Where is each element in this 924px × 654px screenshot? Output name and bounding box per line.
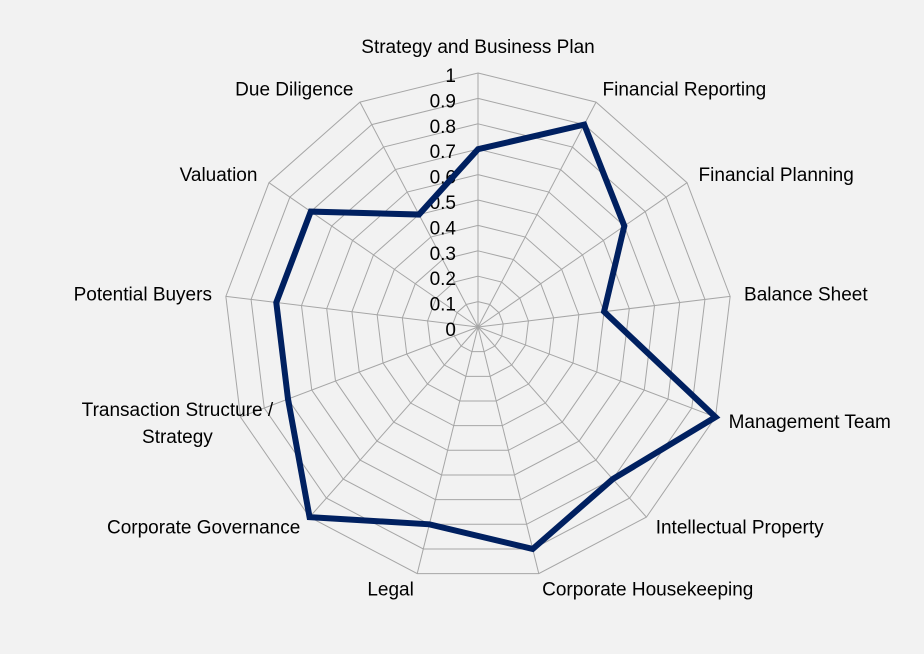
grid-spoke xyxy=(477,326,716,418)
category-label: Transaction Structure / Strategy xyxy=(82,400,274,448)
tick-label: 0.8 xyxy=(430,117,456,138)
grid-spoke xyxy=(240,326,479,418)
grid-spoke xyxy=(225,295,479,328)
grid-ring xyxy=(250,97,706,550)
grid-spoke xyxy=(477,326,647,518)
category-label: Financial Reporting xyxy=(603,80,767,101)
tick-label: 1 xyxy=(445,66,456,87)
category-label: Financial Planning xyxy=(699,165,854,186)
grid-spoke xyxy=(477,326,540,574)
grid-spoke xyxy=(477,101,597,328)
grid-ring xyxy=(326,174,630,476)
category-label: Valuation xyxy=(180,165,258,186)
tick-label: 0 xyxy=(445,320,456,341)
grid-ring xyxy=(300,148,656,501)
grid-ring xyxy=(376,224,580,427)
category-label: Intellectual Property xyxy=(656,518,824,539)
tick-label: 0.1 xyxy=(430,295,456,316)
category-label: Strategy and Business Plan xyxy=(361,37,594,58)
tick-label: 0.2 xyxy=(430,269,456,290)
grid-spoke xyxy=(268,182,479,328)
grid-ring xyxy=(401,250,555,402)
grid-spoke xyxy=(477,182,688,328)
grid-spoke xyxy=(416,326,479,574)
category-label: Legal xyxy=(367,580,414,601)
tick-label: 0.4 xyxy=(430,218,457,239)
tick-label: 0.9 xyxy=(430,91,456,112)
grid-ring xyxy=(225,72,731,575)
series-line xyxy=(273,121,721,553)
grid-ring xyxy=(351,199,605,451)
category-label: Due Diligence xyxy=(235,80,353,101)
category-label: Corporate Governance xyxy=(107,518,300,539)
category-label: Balance Sheet xyxy=(744,285,868,306)
category-label: Potential Buyers xyxy=(74,285,212,306)
grid-ring xyxy=(452,301,504,353)
grid-ring xyxy=(427,275,529,377)
category-label: Management Team xyxy=(729,412,891,433)
tick-label: 0.7 xyxy=(430,142,456,163)
category-label: Corporate Housekeeping xyxy=(542,580,753,601)
tick-label: 0.3 xyxy=(430,244,456,265)
grid-spoke xyxy=(309,326,479,518)
